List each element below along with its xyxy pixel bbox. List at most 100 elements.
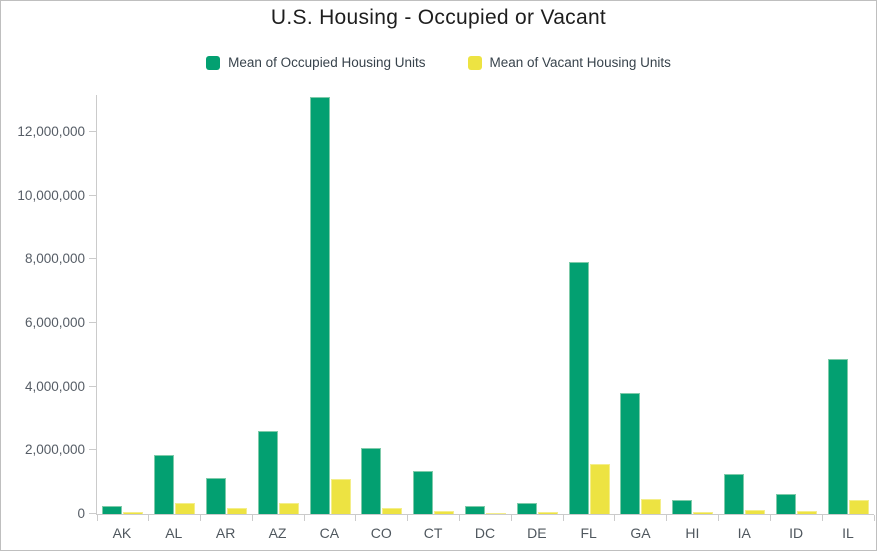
bar-dc-vacant[interactable] bbox=[485, 513, 506, 514]
plot-area: 0 2,000,000 4,000,000 6,000,000 8,000,000 10,… bbox=[17, 95, 875, 521]
x-tick-label-hi: HI bbox=[685, 525, 700, 541]
x-tick-mark bbox=[96, 515, 98, 521]
x-tick-mark bbox=[303, 515, 305, 521]
x-tick-label-al: AL bbox=[165, 525, 183, 541]
bar-group-ia bbox=[719, 95, 771, 514]
x-tick-label-ia: IA bbox=[737, 525, 751, 541]
x-tick-mark bbox=[718, 515, 720, 521]
bar-ca-occupied[interactable] bbox=[309, 97, 330, 514]
bar-group-il bbox=[822, 95, 874, 514]
bar-ca-vacant[interactable] bbox=[330, 479, 351, 514]
x-tick-label-id: ID bbox=[789, 525, 804, 541]
bar-group-ga bbox=[615, 95, 667, 514]
bar-il-occupied[interactable] bbox=[827, 359, 848, 514]
chart-title: U.S. Housing - Occupied or Vacant bbox=[270, 6, 607, 29]
y-tick-mark bbox=[89, 131, 96, 133]
legend-label-vacant: Mean of Vacant Housing Units bbox=[489, 55, 671, 70]
bar-group-dc bbox=[460, 95, 512, 514]
y-tick-label: 0 bbox=[77, 506, 85, 521]
bar-ct-vacant[interactable] bbox=[434, 511, 455, 514]
x-tick-label-de: DE bbox=[527, 525, 547, 541]
bar-co-occupied[interactable] bbox=[361, 448, 382, 514]
bar-ar-vacant[interactable] bbox=[226, 508, 247, 514]
y-tick-label: 2,000,000 bbox=[24, 442, 85, 458]
bar-ak-occupied[interactable] bbox=[102, 506, 123, 514]
bar-il-vacant[interactable] bbox=[848, 500, 869, 514]
bar-group-ca bbox=[304, 95, 356, 514]
bar-ct-occupied[interactable] bbox=[413, 471, 434, 514]
legend: Mean of Occupied Housing Units Mean of V… bbox=[1, 55, 876, 70]
y-tick-label: 12,000,000 bbox=[17, 124, 85, 140]
bar-al-vacant[interactable] bbox=[175, 503, 196, 514]
x-tick-label-ar: AR bbox=[215, 525, 236, 541]
x-tick-mark bbox=[562, 515, 564, 521]
legend-marker-vacant bbox=[467, 55, 482, 70]
y-tick-mark bbox=[89, 449, 96, 451]
bar-group-hi bbox=[667, 95, 719, 514]
y-tick-label: 10,000,000 bbox=[17, 187, 85, 203]
x-tick-label-il: IL bbox=[842, 525, 854, 541]
bar-fl-vacant[interactable] bbox=[589, 464, 610, 514]
bar-de-occupied[interactable] bbox=[516, 503, 537, 514]
bar-group-co bbox=[356, 95, 408, 514]
x-tick-label-ct: CT bbox=[423, 525, 443, 541]
legend-marker-occupied bbox=[206, 55, 221, 70]
bar-de-vacant[interactable] bbox=[537, 512, 558, 514]
y-tick-mark bbox=[89, 513, 96, 514]
x-axis-labels: AK AL AR AZ CA CO CT DC DE FL GA HI IA ID IL bbox=[96, 523, 874, 543]
bar-ia-vacant[interactable] bbox=[744, 510, 765, 514]
bar-fl-occupied[interactable] bbox=[568, 262, 589, 514]
x-tick-mark bbox=[459, 515, 461, 521]
bar-group-id bbox=[770, 95, 822, 514]
bars-row bbox=[97, 95, 874, 514]
legend-label-occupied: Mean of Occupied Housing Units bbox=[228, 55, 426, 70]
bar-hi-occupied[interactable] bbox=[672, 500, 693, 514]
bar-group-de bbox=[511, 95, 563, 514]
x-tick-mark bbox=[873, 515, 875, 521]
bar-ia-occupied[interactable] bbox=[723, 474, 744, 514]
x-tick-mark bbox=[355, 515, 357, 521]
x-tick-label-co: CO bbox=[370, 525, 392, 541]
bar-group-fl bbox=[563, 95, 615, 514]
bar-ga-vacant[interactable] bbox=[641, 499, 662, 514]
legend-item-vacant[interactable]: Mean of Vacant Housing Units bbox=[467, 55, 671, 70]
x-tick-mark bbox=[510, 515, 512, 521]
bar-id-occupied[interactable] bbox=[775, 494, 796, 514]
bar-ar-occupied[interactable] bbox=[205, 478, 226, 514]
x-tick-mark bbox=[200, 515, 202, 521]
bar-ak-vacant[interactable] bbox=[123, 512, 144, 514]
x-tick-mark bbox=[769, 515, 771, 521]
legend-item-occupied[interactable]: Mean of Occupied Housing Units bbox=[206, 55, 426, 70]
y-tick-label: 8,000,000 bbox=[24, 251, 85, 267]
y-tick-mark bbox=[89, 258, 96, 260]
x-tick-mark bbox=[407, 515, 409, 521]
y-tick-mark bbox=[89, 385, 96, 387]
x-tick-mark bbox=[614, 515, 616, 521]
x-tick-label-fl: FL bbox=[580, 525, 597, 541]
x-tick-mark bbox=[666, 515, 668, 521]
bar-co-vacant[interactable] bbox=[382, 508, 403, 514]
x-tick-mark bbox=[821, 515, 823, 521]
bar-group-az bbox=[252, 95, 304, 514]
bar-al-occupied[interactable] bbox=[154, 455, 175, 514]
bar-hi-vacant[interactable] bbox=[693, 512, 714, 514]
bar-ga-occupied[interactable] bbox=[620, 393, 641, 514]
bar-id-vacant[interactable] bbox=[796, 511, 817, 514]
x-tick-label-ga: GA bbox=[630, 525, 651, 541]
x-tick-label-ca: CA bbox=[319, 525, 340, 541]
bar-group-ak bbox=[97, 95, 149, 514]
bar-az-occupied[interactable] bbox=[257, 431, 278, 514]
bar-group-ct bbox=[408, 95, 460, 514]
bar-az-vacant[interactable] bbox=[278, 503, 299, 514]
bar-group-ar bbox=[201, 95, 253, 514]
bar-group-al bbox=[149, 95, 201, 514]
y-tick-label: 4,000,000 bbox=[24, 378, 85, 394]
bar-dc-occupied[interactable] bbox=[464, 506, 485, 514]
x-tick-mark bbox=[148, 515, 150, 521]
y-tick-mark bbox=[89, 194, 96, 196]
x-tick-label-ak: AK bbox=[112, 525, 132, 541]
y-tick-label: 6,000,000 bbox=[24, 315, 85, 331]
x-tick-mark bbox=[251, 515, 253, 521]
y-tick-mark bbox=[89, 322, 96, 324]
